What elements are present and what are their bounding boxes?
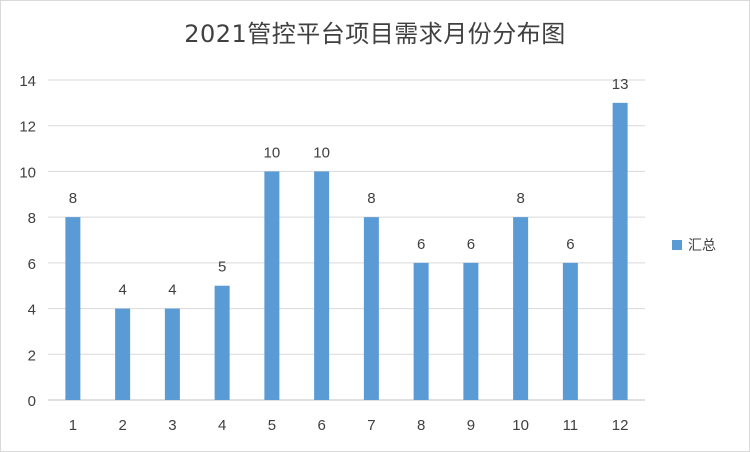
x-tick-label: 6 [317,417,325,434]
x-tick-label: 2 [118,417,126,434]
legend-swatch [672,240,682,250]
x-tick-label: 10 [512,417,529,434]
bar [562,262,578,400]
data-label: 6 [566,236,574,253]
data-label: 10 [264,144,281,161]
y-tick-label: 12 [19,119,36,136]
x-tick-label: 7 [367,417,375,434]
y-axis-ticks: 0 2 4 6 8 10 12 14 [19,73,36,410]
data-label: 4 [118,282,126,299]
data-label: 6 [417,236,425,253]
data-label: 8 [367,190,375,207]
x-axis-ticks: 1 2 3 4 5 6 7 8 9 10 11 12 [69,417,629,434]
data-label: 5 [218,259,226,276]
data-label: 8 [516,190,524,207]
y-tick-label: 0 [28,393,36,410]
chart-title: 2021管控平台项目需求月份分布图 [184,20,566,48]
x-tick-label: 5 [268,417,276,434]
bar [65,217,81,400]
bar [115,308,131,400]
bar [164,308,180,400]
x-tick-label: 9 [467,417,475,434]
y-tick-label: 6 [28,256,36,273]
bar [264,171,280,400]
x-tick-label: 1 [69,417,77,434]
x-tick-label: 11 [563,417,579,434]
x-tick-label: 4 [218,417,226,434]
bar [214,285,230,400]
bar [463,262,479,400]
data-label: 6 [467,236,475,253]
legend: 汇总 [672,235,716,255]
y-tick-label: 8 [28,210,36,227]
bar [363,217,379,400]
bar [513,217,529,400]
bar [413,262,429,400]
data-label: 10 [313,144,330,161]
bars [65,102,628,400]
x-tick-label: 8 [417,417,425,434]
y-tick-label: 4 [28,302,36,319]
bar [612,102,628,400]
data-label: 13 [612,76,629,93]
y-tick-label: 14 [19,73,36,90]
legend-label: 汇总 [688,238,716,254]
x-tick-label: 12 [612,417,629,434]
y-tick-label: 2 [28,347,36,364]
y-tick-label: 10 [19,164,36,181]
data-labels: 8 4 4 5 10 10 8 6 6 8 6 13 [69,76,629,299]
data-label: 4 [168,282,176,299]
bar [314,171,330,400]
x-tick-label: 3 [168,417,176,434]
gridlines [48,79,645,401]
data-label: 8 [69,190,77,207]
